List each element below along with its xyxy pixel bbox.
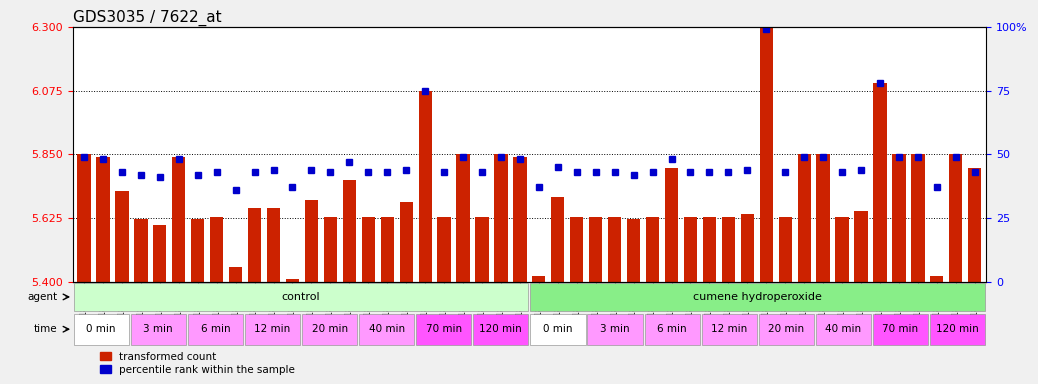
Bar (797, 154, 811, 281)
Bar (134, 219, 147, 281)
Legend: transformed count, percentile rank within the sample: transformed count, percentile rank withi… (97, 348, 299, 379)
Text: cumene hydroperoxide: cumene hydroperoxide (693, 292, 822, 302)
Text: 20 min: 20 min (311, 324, 348, 334)
Bar (665, 169, 678, 281)
Bar (911, 154, 925, 281)
Bar (457, 154, 469, 281)
Bar (267, 208, 280, 281)
Text: time: time (34, 324, 57, 334)
FancyBboxPatch shape (245, 314, 300, 345)
Bar (154, 225, 166, 281)
Bar (873, 83, 886, 281)
Bar (400, 202, 413, 281)
Bar (532, 276, 546, 281)
Bar (721, 217, 735, 281)
Bar (590, 217, 602, 281)
Bar (437, 217, 450, 281)
FancyBboxPatch shape (816, 314, 871, 345)
Text: 120 min: 120 min (480, 324, 522, 334)
Bar (513, 157, 526, 281)
FancyBboxPatch shape (473, 314, 528, 345)
Text: 40 min: 40 min (368, 324, 405, 334)
Bar (949, 154, 962, 281)
Bar (97, 157, 110, 281)
Text: 120 min: 120 min (936, 324, 979, 334)
Text: 20 min: 20 min (768, 324, 804, 334)
FancyBboxPatch shape (416, 314, 471, 345)
Bar (172, 157, 186, 281)
Text: GDS3035 / 7622_at: GDS3035 / 7622_at (73, 9, 221, 25)
FancyBboxPatch shape (645, 314, 700, 345)
Bar (854, 211, 868, 281)
Bar (324, 217, 337, 281)
Bar (343, 180, 356, 281)
FancyBboxPatch shape (188, 314, 243, 345)
Text: 3 min: 3 min (143, 324, 173, 334)
Bar (381, 217, 393, 281)
Text: 0 min: 0 min (86, 324, 116, 334)
Bar (210, 217, 223, 281)
Bar (646, 217, 659, 281)
Bar (551, 197, 565, 281)
Bar (78, 154, 90, 281)
Text: 6 min: 6 min (657, 324, 687, 334)
Bar (191, 219, 204, 281)
Bar (248, 208, 262, 281)
Bar (570, 217, 583, 281)
Text: 6 min: 6 min (200, 324, 230, 334)
Bar (361, 217, 375, 281)
Text: agent: agent (27, 292, 57, 302)
Bar (627, 219, 640, 281)
Bar (475, 217, 489, 281)
FancyBboxPatch shape (131, 314, 186, 345)
FancyBboxPatch shape (702, 314, 757, 345)
Text: 3 min: 3 min (600, 324, 630, 334)
FancyBboxPatch shape (530, 283, 985, 311)
Bar (817, 154, 829, 281)
FancyBboxPatch shape (74, 283, 528, 311)
Bar (305, 200, 318, 281)
Bar (836, 217, 849, 281)
Bar (760, 27, 773, 281)
Bar (285, 279, 299, 281)
Bar (741, 214, 754, 281)
FancyBboxPatch shape (930, 314, 985, 345)
Bar (684, 217, 698, 281)
Bar (778, 217, 792, 281)
FancyBboxPatch shape (530, 314, 585, 345)
FancyBboxPatch shape (74, 314, 129, 345)
Bar (930, 276, 944, 281)
Bar (115, 191, 129, 281)
FancyBboxPatch shape (588, 314, 643, 345)
Text: 40 min: 40 min (825, 324, 862, 334)
Bar (418, 91, 432, 281)
FancyBboxPatch shape (873, 314, 928, 345)
Text: 70 min: 70 min (882, 324, 919, 334)
Bar (968, 169, 981, 281)
FancyBboxPatch shape (759, 314, 814, 345)
Bar (608, 217, 622, 281)
Bar (229, 268, 242, 281)
FancyBboxPatch shape (359, 314, 414, 345)
Text: 12 min: 12 min (254, 324, 291, 334)
Bar (494, 154, 508, 281)
Text: control: control (281, 292, 321, 302)
FancyBboxPatch shape (302, 314, 357, 345)
Bar (703, 217, 716, 281)
Text: 0 min: 0 min (543, 324, 573, 334)
Text: 12 min: 12 min (711, 324, 747, 334)
Text: 70 min: 70 min (426, 324, 462, 334)
Bar (893, 154, 905, 281)
